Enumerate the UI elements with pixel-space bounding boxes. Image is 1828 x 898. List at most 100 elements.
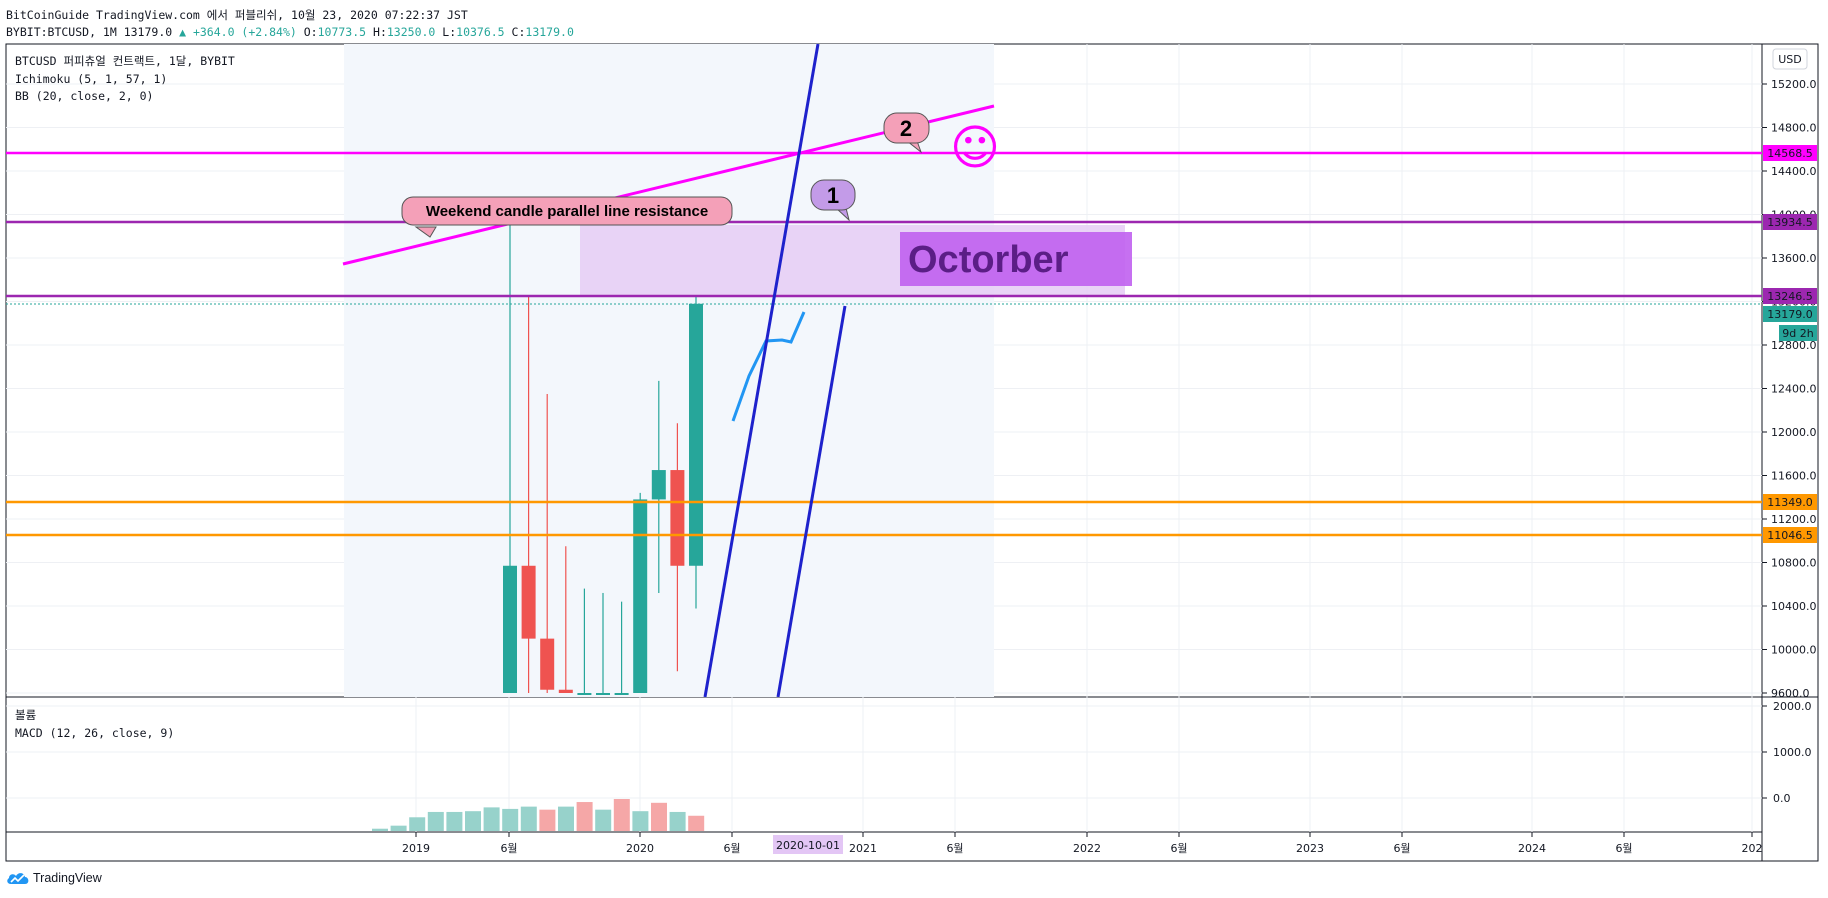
time-tick-label: 6월 — [723, 842, 740, 855]
price-label-13246: 13246.5 — [1763, 288, 1817, 304]
price-tick-label: 12800.0 — [1771, 339, 1817, 352]
price-tick-label: 14400.0 — [1771, 165, 1817, 178]
legend-main: BTCUSD 퍼피츄얼 컨트랙트, 1달, BYBIT — [15, 54, 235, 68]
time-tick-label: 6월 — [946, 842, 963, 855]
tradingview-logo[interactable]: TradingView — [6, 871, 102, 885]
time-tick-label: 2020 — [626, 842, 654, 855]
countdown-label: 9d 2h — [1779, 325, 1817, 341]
legend-bb: BB (20, close, 2, 0) — [15, 89, 153, 103]
volume-bar — [390, 825, 407, 831]
volume-bar — [483, 807, 500, 831]
volume-bar — [576, 802, 593, 831]
price-tick-label: 11600.0 — [1771, 470, 1817, 483]
time-tick-label: 2021 — [849, 842, 877, 855]
tradingview-brand-text: TradingView — [33, 871, 102, 885]
currency-label: USD — [1778, 53, 1802, 66]
volume-bar — [632, 811, 649, 831]
price-label-last: 13179.0 — [1763, 306, 1817, 322]
candle-body — [633, 499, 648, 693]
tradingview-cloud-icon — [7, 873, 29, 884]
time-tick-label: 202 — [1742, 842, 1763, 855]
legend-macd: MACD (12, 26, close, 9) — [15, 726, 174, 740]
volume-bar — [502, 808, 519, 831]
price-tick-label: 14800.0 — [1771, 122, 1817, 135]
time-tick-label: 6월 — [1615, 842, 1632, 855]
time-axis[interactable]: 2019 6월 2020 6월 2021 6월 2022 6월 2023 6월 2024 6월 202 — [402, 832, 1763, 855]
macd-axis: 2000.0 1000.0 0.0 — [1762, 700, 1812, 805]
price-axis[interactable]: 15200.014800.014400.014000.013600.013200… — [1762, 78, 1817, 700]
callout-two-text: 2 — [900, 116, 912, 141]
open-label: O: — [303, 25, 318, 39]
macd-tick-label: 0.0 — [1773, 792, 1791, 805]
high-value: 13250.0 — [386, 25, 436, 39]
currency-button[interactable]: USD — [1772, 48, 1808, 70]
symbol-label: BYBIT:BTCUSD, 1M 13179.0 — [6, 25, 173, 39]
candle-body — [614, 693, 629, 695]
ichimoku-line — [731, 311, 806, 422]
ohlc-bar: BYBIT:BTCUSD, 1M 13179.0 ▲ +364.0 (+2.84… — [6, 25, 574, 39]
legend-volume: 볼륨 — [15, 708, 36, 722]
volume-bar — [688, 815, 705, 831]
weekend-callout: Weekend candle parallel line resistance — [401, 196, 733, 238]
time-tick-label: 2024 — [1518, 842, 1546, 855]
price-tick-label: 13600.0 — [1771, 252, 1817, 265]
time-tick-label: 2023 — [1296, 842, 1324, 855]
publish-text: BitCoinGuide TradingView.com 에서 퍼블리쉬, 10… — [6, 8, 468, 22]
price-label-13934: 13934.5 — [1763, 214, 1817, 230]
low-label: L: — [442, 25, 457, 39]
time-cursor-label: 2020-10-01 — [773, 835, 843, 854]
price-label-11349: 11349.0 — [1763, 494, 1817, 510]
time-tick-label: 6월 — [1170, 842, 1187, 855]
smiley-icon: ☺ — [950, 120, 1000, 176]
volume-bars — [372, 799, 705, 831]
volume-bar — [669, 811, 686, 831]
svg-text:11046.5: 11046.5 — [1767, 529, 1813, 542]
price-tick-label: 10800.0 — [1771, 557, 1817, 570]
volume-bar — [651, 802, 667, 831]
publish-info: BitCoinGuide TradingView.com 에서 퍼블리쉬, 10… — [6, 7, 468, 23]
macd-tick-label: 1000.0 — [1773, 746, 1812, 759]
candle-body — [577, 693, 592, 695]
price-tick-label: 9600.0 — [1771, 687, 1810, 700]
volume-bar — [539, 809, 556, 831]
callout-one-text: 1 — [827, 183, 839, 208]
svg-text:11349.0: 11349.0 — [1767, 496, 1813, 509]
october-text: Octorber — [908, 239, 1069, 281]
candle-body — [503, 565, 517, 693]
legend-ichimoku: Ichimoku (5, 1, 57, 1) — [15, 72, 167, 86]
volume-bar — [446, 811, 463, 831]
channel-line-left — [703, 43, 820, 698]
price-tick-label: 10000.0 — [1771, 644, 1817, 657]
price-tick-label: 15200.0 — [1771, 78, 1817, 91]
open-value: 10773.5 — [317, 25, 367, 39]
candles — [503, 222, 703, 695]
svg-text:13179.0: 13179.0 — [1767, 308, 1813, 321]
change-value: ▲ +364.0 (+2.84%) — [179, 25, 297, 39]
callout-two: 2 — [883, 112, 930, 154]
high-label: H: — [373, 25, 387, 39]
time-tick-label: 2022 — [1073, 842, 1101, 855]
price-label-11046: 11046.5 — [1763, 527, 1817, 543]
price-tick-label: 10400.0 — [1771, 600, 1817, 613]
price-tick-label: 12000.0 — [1771, 426, 1817, 439]
price-tick-label: 12400.0 — [1771, 383, 1817, 396]
candle-body — [521, 565, 536, 639]
volume-bar — [427, 811, 444, 831]
volume-bar — [558, 806, 574, 831]
price-label-14568: 14568.5 — [1763, 145, 1817, 161]
price-tick-label: 11200.0 — [1771, 513, 1817, 526]
volume-bar — [520, 806, 537, 831]
october-label: Octorber — [900, 232, 1132, 286]
close-value: 13179.0 — [525, 25, 574, 39]
candle-body — [670, 470, 685, 566]
volume-bar — [409, 817, 426, 831]
candle-body — [558, 689, 573, 693]
candle-body — [540, 638, 555, 690]
time-tick-label: 6월 — [500, 842, 517, 855]
candle-body — [596, 693, 610, 695]
weekend-callout-text: Weekend candle parallel line resistance — [426, 203, 708, 220]
volume-bar — [613, 799, 630, 831]
svg-text:2020-10-01: 2020-10-01 — [776, 839, 840, 852]
svg-text:14568.5: 14568.5 — [1767, 147, 1813, 160]
